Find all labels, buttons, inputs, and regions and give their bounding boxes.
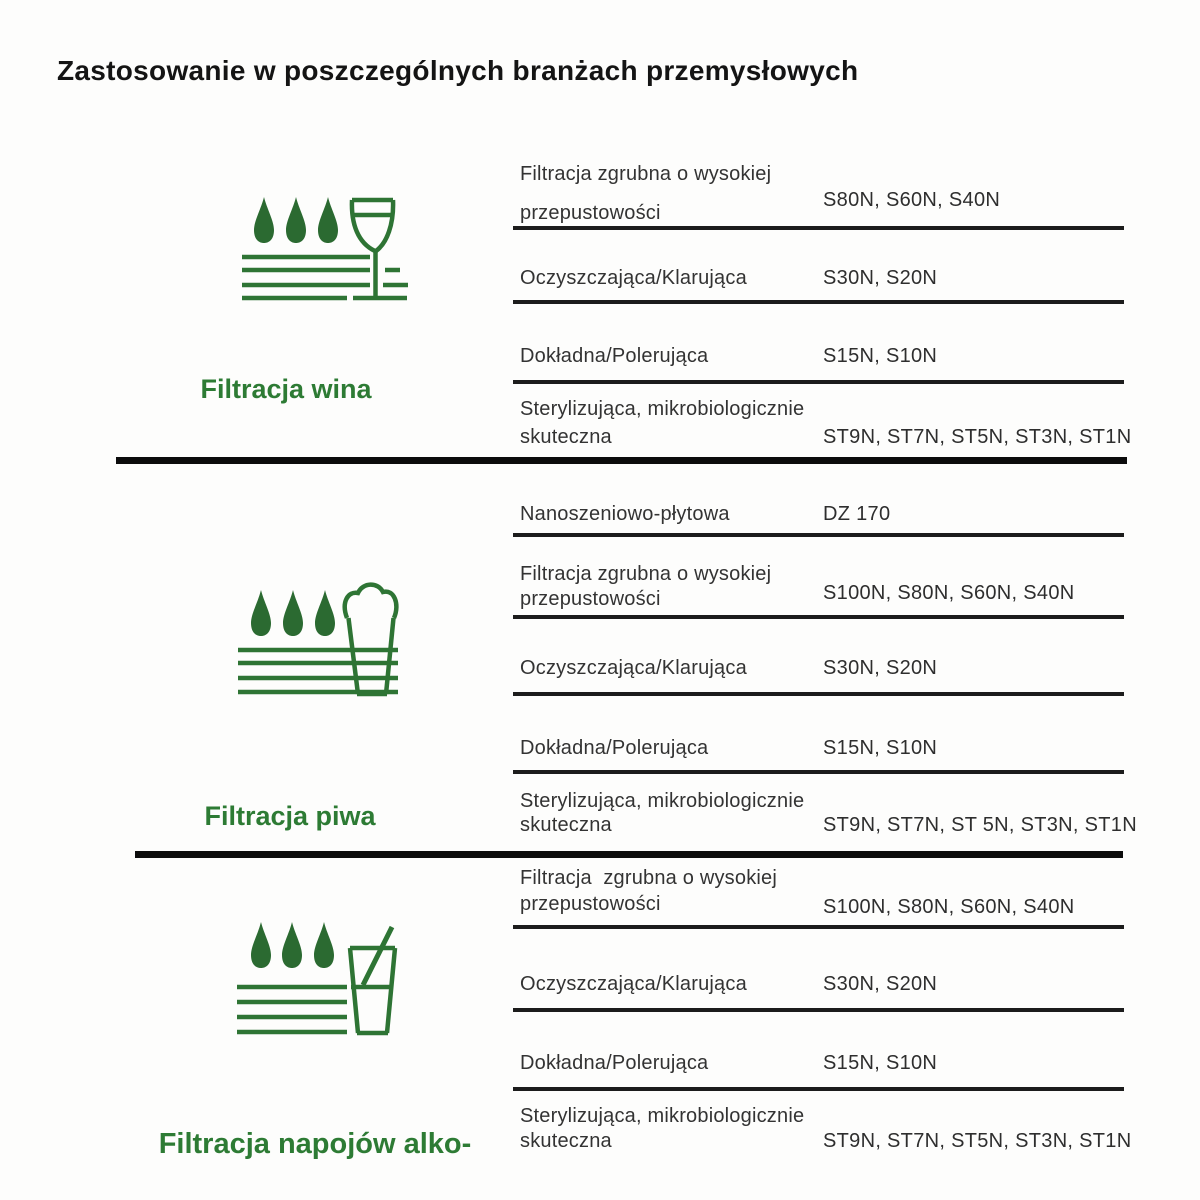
filtration-type: Oczyszczająca/Klarująca	[520, 657, 747, 679]
product-codes: S30N, S20N	[823, 973, 938, 995]
product-codes: S15N, S10N	[823, 345, 938, 367]
filtration-type: Dokładna/Polerująca	[520, 345, 709, 367]
filtration-type: Filtracja zgrubna o wysokiej	[520, 563, 772, 585]
row-divider	[513, 226, 1124, 230]
product-codes: ST9N, ST7N, ST5N, ST3N, ST1N	[823, 1130, 1132, 1152]
row-divider	[513, 380, 1124, 384]
filtration-type: Filtracja zgrubna o wysokiej	[520, 867, 778, 889]
filtration-type: przepustowości	[520, 202, 661, 224]
row-divider	[513, 1008, 1124, 1012]
section-label-juices: Filtracja napojów alko- i bezalkoholowyc…	[158, 1128, 472, 1160]
filtration-type: Nanoszeniowo-płytowa	[520, 503, 730, 525]
juice-glass-with-straw-icon	[235, 915, 415, 1045]
row-divider	[513, 533, 1124, 537]
product-codes: S15N, S10N	[823, 737, 938, 759]
page-title: Zastosowanie w poszczególnych branżach p…	[57, 55, 859, 86]
section-label-beer: Filtracja piwa	[204, 801, 376, 831]
filtration-type: Filtracja zgrubna o wysokiej	[520, 163, 772, 185]
section-divider	[116, 457, 1127, 464]
row-divider	[513, 770, 1124, 774]
filtration-type: Sterylizująca, mikrobiologicznie	[520, 1105, 805, 1127]
row-divider	[513, 925, 1124, 929]
filtration-type: przepustowości	[520, 588, 661, 610]
product-codes: S100N, S80N, S60N, S40N	[823, 582, 1075, 604]
row-divider	[513, 1087, 1124, 1091]
filtration-type: Sterylizująca, mikrobiologicznie	[520, 398, 805, 420]
filtration-type: Dokładna/Polerująca	[520, 737, 709, 759]
filtration-type: skuteczna	[520, 426, 612, 448]
product-codes: ST9N, ST7N, ST 5N, ST3N, ST1N	[823, 814, 1137, 836]
row-divider	[513, 300, 1124, 304]
filtration-type: Oczyszczająca/Klarująca	[520, 267, 747, 289]
row-divider	[513, 692, 1124, 696]
product-codes: S100N, S80N, S60N, S40N	[823, 896, 1075, 918]
product-codes: S30N, S20N	[823, 267, 938, 289]
product-codes: S15N, S10N	[823, 1052, 938, 1074]
filtration-type: Dokładna/Polerująca	[520, 1052, 709, 1074]
row-divider	[513, 615, 1124, 619]
product-codes: ST9N, ST7N, ST5N, ST3N, ST1N	[823, 426, 1132, 448]
filtration-type: Oczyszczająca/Klarująca	[520, 973, 747, 995]
product-codes: S30N, S20N	[823, 657, 938, 679]
filtration-type: skuteczna	[520, 814, 612, 836]
section-label-wine: Filtracja wina	[200, 374, 372, 404]
beer-glass-with-drops-icon	[235, 580, 415, 705]
filtration-type: przepustowości	[520, 893, 661, 915]
section-divider	[135, 851, 1123, 858]
product-codes: DZ 170	[823, 503, 891, 525]
product-codes: S80N, S60N, S40N	[823, 189, 1001, 211]
wine-glass-with-drops-icon	[240, 190, 420, 310]
filtration-type: Sterylizująca, mikrobiologicznie	[520, 790, 805, 812]
filtration-type: skuteczna	[520, 1130, 612, 1152]
